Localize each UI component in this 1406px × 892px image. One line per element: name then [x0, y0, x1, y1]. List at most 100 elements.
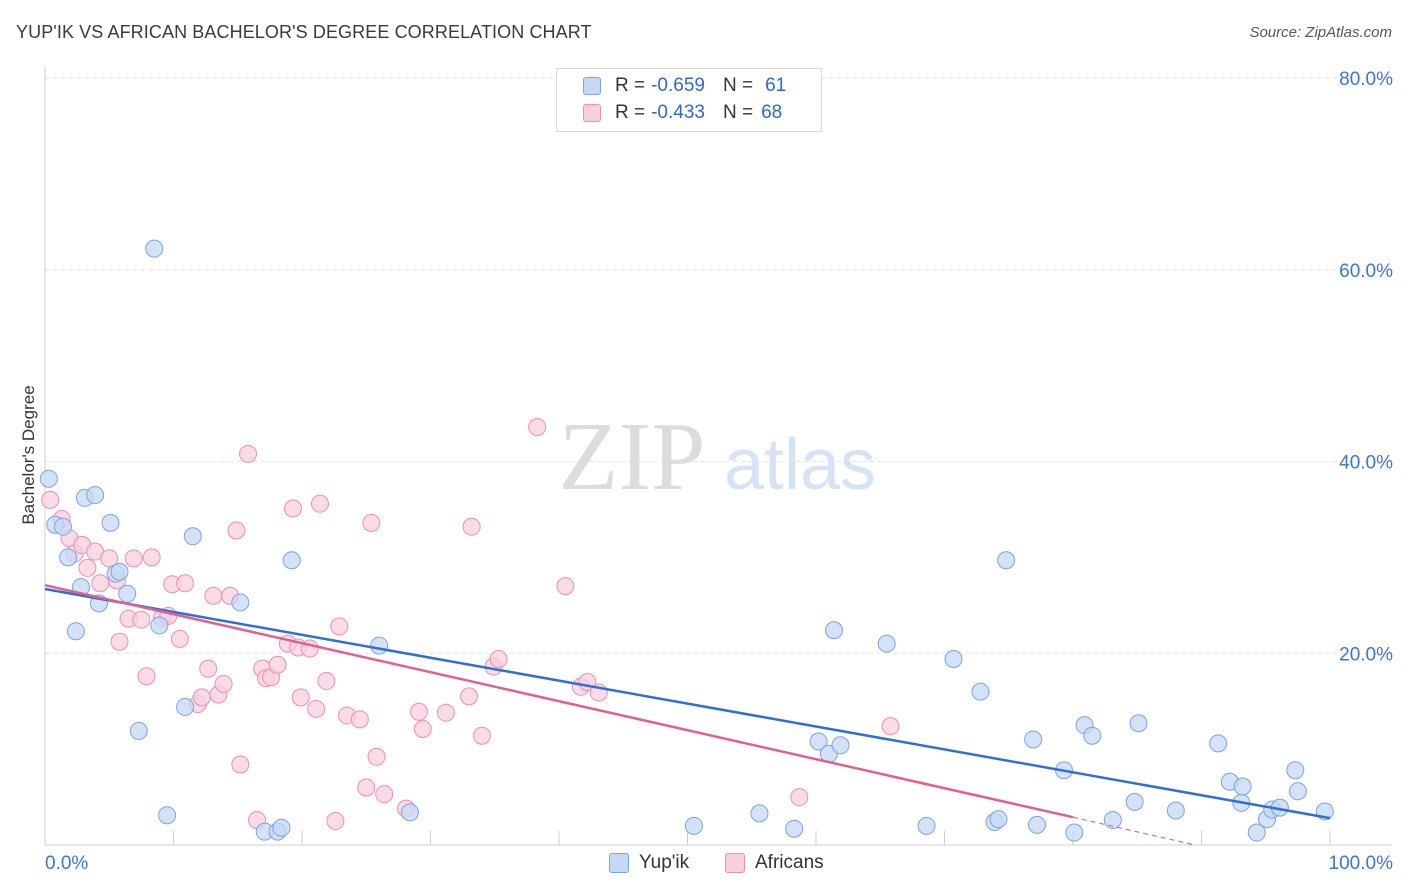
point-yupik	[1103, 811, 1122, 830]
y-axis-label: Bachelor's Degree	[19, 385, 38, 524]
watermark-atlas: atlas	[724, 425, 876, 505]
point-yupik	[1233, 777, 1252, 796]
watermark-zip: ZIP	[559, 403, 706, 511]
point-yupik	[231, 593, 250, 612]
point-yupik	[86, 486, 105, 505]
y-tick-label: 20.0%	[1339, 644, 1393, 665]
point-africans	[78, 558, 97, 577]
point-africans	[239, 444, 258, 463]
legend-n-label: N =	[722, 102, 754, 123]
legend-swatch-africans	[725, 853, 745, 873]
point-africans	[375, 785, 394, 804]
point-yupik	[944, 650, 963, 669]
axes	[44, 66, 1392, 846]
legend-n-value: 68	[761, 102, 783, 123]
point-yupik	[971, 682, 990, 701]
point-yupik	[118, 584, 137, 603]
tick-labels: 20.0% 40.0% 60.0% 80.0% 0.0% 100.0%	[45, 69, 1393, 874]
point-africans	[291, 688, 310, 707]
point-africans	[307, 699, 326, 718]
legend-r-value: -0.433	[651, 102, 705, 123]
point-yupik	[158, 806, 177, 825]
point-africans	[91, 574, 110, 593]
point-africans	[362, 513, 381, 532]
point-yupik	[750, 804, 769, 823]
point-africans	[413, 719, 432, 738]
point-africans	[214, 674, 233, 693]
point-yupik	[59, 548, 78, 567]
point-africans	[170, 629, 189, 648]
point-africans	[132, 610, 151, 629]
point-yupik	[183, 527, 202, 546]
point-yupik	[145, 239, 164, 258]
point-africans	[462, 517, 481, 536]
point-africans	[231, 755, 250, 774]
point-yupik	[809, 732, 828, 751]
point-africans	[790, 788, 809, 807]
legend-label-yupik: Yup'ik	[639, 852, 690, 873]
y-tick-label: 80.0%	[1339, 69, 1393, 90]
point-africans	[472, 726, 491, 745]
point-yupik	[997, 551, 1016, 570]
legend-item-africans[interactable]: Africans	[725, 852, 824, 874]
source-label: Source: ZipAtlas.com	[1249, 24, 1392, 41]
point-africans	[881, 717, 900, 736]
point-africans	[310, 494, 329, 513]
point-africans	[489, 650, 508, 669]
y-tick-label: 40.0%	[1339, 453, 1393, 474]
point-africans	[330, 617, 349, 636]
point-africans	[326, 812, 345, 831]
point-yupik	[129, 721, 148, 740]
point-yupik	[989, 810, 1008, 829]
watermark: ZIP atlas	[559, 403, 877, 511]
point-africans	[100, 549, 119, 568]
point-africans	[227, 521, 246, 540]
point-yupik	[400, 803, 419, 822]
legend-row-africans: R = -0.433 N = 68	[583, 100, 782, 126]
trend-line-dashed-africans	[1072, 816, 1196, 846]
point-yupik	[917, 816, 936, 835]
legend-item-yupik[interactable]: Yup'ik	[609, 852, 689, 874]
series-legend: Yup'ik Africans	[0, 852, 1406, 878]
x-tick-label-min: 0.0%	[45, 853, 88, 874]
point-yupik	[110, 562, 129, 581]
legend-r-value: -0.659	[651, 75, 705, 96]
point-yupik	[831, 736, 850, 755]
point-yupik	[282, 551, 301, 570]
point-africans	[350, 710, 369, 729]
point-yupik	[39, 469, 58, 488]
point-africans	[367, 747, 386, 766]
point-africans	[192, 688, 211, 707]
point-africans	[436, 703, 455, 722]
grid-lines	[45, 77, 1392, 654]
point-africans	[176, 574, 195, 593]
point-yupik	[176, 697, 195, 716]
trend-lines	[44, 583, 1331, 846]
legend-swatch-yupik	[609, 853, 629, 873]
point-yupik	[53, 517, 72, 536]
point-africans	[199, 659, 218, 678]
chart-title: YUP'IK VS AFRICAN BACHELOR'S DEGREE CORR…	[16, 22, 592, 42]
point-africans	[409, 702, 428, 721]
point-yupik	[684, 816, 703, 835]
legend-swatch-africans	[583, 104, 601, 122]
point-yupik	[1125, 792, 1144, 811]
y-tick-label: 60.0%	[1339, 261, 1393, 282]
point-yupik	[1065, 823, 1084, 842]
point-africans	[41, 490, 60, 509]
legend-row-yupik: R = -0.659 N = 61	[583, 73, 786, 99]
x-tick-label-max: 100.0%	[1329, 853, 1394, 874]
point-africans	[357, 778, 376, 797]
point-africans	[528, 417, 547, 436]
point-africans	[137, 667, 156, 686]
point-yupik	[272, 818, 291, 837]
point-africans	[268, 655, 287, 674]
stats-legend: R = -0.659 N = 61 R = -0.433 N = 68	[556, 68, 822, 132]
point-africans	[460, 687, 479, 706]
point-yupik	[824, 621, 843, 640]
trend-line-africans	[44, 583, 1074, 819]
point-yupik	[1209, 734, 1228, 753]
point-africans	[317, 672, 336, 691]
point-yupik	[1286, 761, 1305, 780]
